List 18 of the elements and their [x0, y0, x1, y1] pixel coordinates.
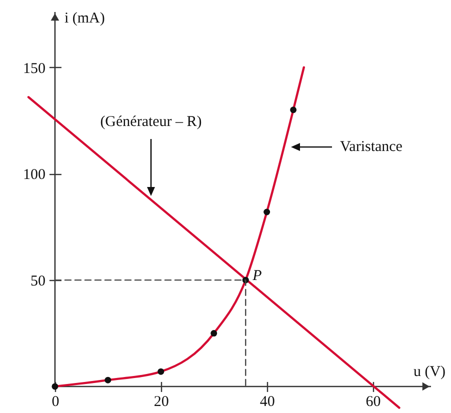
point	[104, 376, 112, 384]
x-tick-label: 0	[52, 394, 60, 410]
y-tick-label: 50	[30, 274, 46, 290]
annotation: P	[252, 268, 262, 284]
point	[210, 330, 218, 337]
x-tick-label: 60	[366, 394, 381, 410]
x-tick-label: 40	[260, 394, 275, 410]
point	[264, 208, 270, 216]
point	[52, 383, 58, 390]
x-tick-label: 20	[154, 394, 169, 410]
point	[158, 368, 164, 375]
annotation: Varistance	[340, 139, 403, 155]
y-axis-title: i (mA)	[64, 10, 105, 26]
annotation: (Générateur – R)	[100, 114, 202, 130]
point	[290, 106, 297, 114]
y-tick-label: 100	[22, 167, 46, 184]
y-tick-label: 150	[22, 60, 46, 77]
x-axis-title: u (V)	[413, 364, 446, 380]
